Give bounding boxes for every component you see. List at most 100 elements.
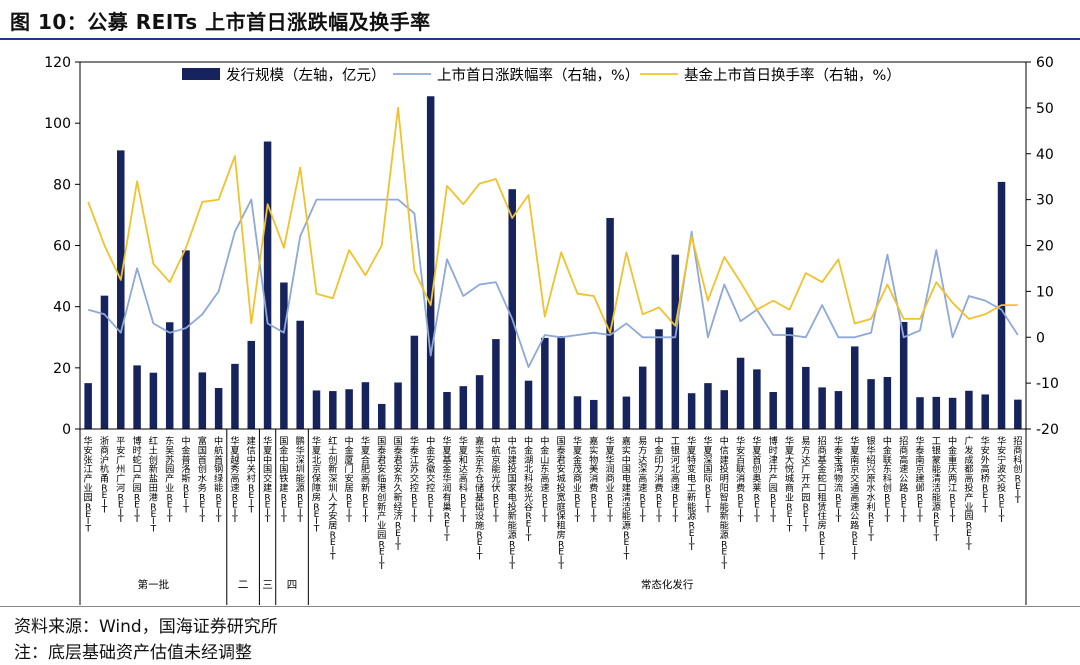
bar [704,383,712,429]
bar [1014,399,1022,429]
bar [377,403,386,429]
bar [834,391,843,429]
bar [867,379,875,429]
bar [655,329,663,429]
pct-change-line [87,198,1019,369]
category-label: 华泰江苏交控 R E I T [410,435,419,525]
bar [492,339,500,429]
bar-series [84,96,1022,430]
bar [165,322,174,429]
legend-label: 发行规模（左轴，亿元） [226,67,386,84]
right-axis-tick-label: 60 [1036,55,1054,71]
bar [671,254,680,429]
bar [361,382,370,429]
legend-swatch-bar [182,68,220,80]
bar [214,388,223,429]
bar [850,346,859,429]
left-axis-tick-label: 80 [53,177,71,193]
bar [100,295,109,429]
category-label: 国泰君安临港创新产业园 R E I T [377,436,386,572]
bar [296,320,304,429]
bar [916,397,924,429]
bar [149,372,158,429]
bar [541,337,549,429]
category-label: 华夏金茂商业 R E I T [573,435,582,525]
left-axis-tick-label: 20 [53,361,71,377]
category-label: 华夏中国交建 R E I T [263,435,272,525]
category-label: 博时蛇口产园 R E I T [132,435,141,525]
category-label: 富国首创水务 R E I T [198,435,207,525]
category-label: 华夏合肥高新 R E I T [361,435,370,525]
bar [802,366,810,429]
left-axis-tick-label: 120 [44,55,71,71]
chart: 0 20 40 60 80 100 120 -20 -10 0 10 20 30 40 50 60 华安张江产… [44,55,1059,605]
left-axis-tick-label: 100 [44,116,71,132]
category-label: 华安宁波交投 R E I T [997,435,1006,525]
category-label: 华泰宝湾物流 R E I T [834,435,843,525]
right-axis-tick-label: 0 [1036,330,1045,346]
bar [84,383,92,429]
bar [508,189,516,429]
bar [263,141,272,429]
bar [475,375,484,429]
bar [769,391,777,429]
category-label: 华泰南京建邺 R E I T [915,435,924,525]
category-label: 华安外高桥 R E I T [981,435,990,516]
category-label: 华夏大悦城商业 R E I T [785,435,794,534]
bar [524,380,533,429]
bar [590,399,598,429]
category-label: 中金印力消费 R E I T [654,435,663,525]
category-label: 国泰君安东久新经济 R E I T [393,436,402,553]
batch-label: 二 [238,579,249,591]
batch-label: 第一批 [138,578,170,591]
category-label: 中信建投国家电投新能源 R E I T [508,435,517,572]
category-label: 红土创新盐田港 R E I T [149,435,158,534]
bar [133,365,141,429]
right-axis-tick-label: 30 [1036,193,1054,209]
footnote: 注：底层基础资产估值未经调整 [14,643,252,663]
left-axis-tick-label: 40 [53,300,71,316]
legend-label: 上市首日涨跌幅率（右轴，%） [437,67,639,84]
bar [965,390,973,429]
bar [622,396,631,429]
right-axis-tick-label: 20 [1036,239,1054,255]
category-label: 嘉实京东仓储基础设施 R E I T [475,435,484,563]
bar [720,390,729,429]
turnover-line [87,107,1018,334]
bar [345,389,353,429]
category-label: 华安百联消费 R E I T [736,435,745,525]
category-label: 招商高速公路 R E I T [899,435,908,525]
category-label: 工银蒙能清洁能源 R E I T [932,436,941,544]
bar [736,357,745,429]
category-label: 华夏深国际 R E I T [703,435,712,516]
category-label: 中金普洛斯 R E I T [181,435,190,516]
category-label: 鹏华深圳能源 R E I T [296,435,305,525]
figure-title: 图 10：公募 REITs 上市首日涨跌幅及换手率 [10,10,431,34]
title-divider [0,38,1080,40]
right-axis-tick-label: 40 [1036,147,1054,163]
category-label: 国泰君安城投宽庭保租房 R E I T [557,436,566,572]
bar [818,387,826,429]
bar [459,386,468,429]
category-label: 红土创新深圳人才安居 R E I T [328,435,337,563]
bar [426,96,435,430]
bar [117,150,125,429]
category-label: 招商科创 R E I T [1013,435,1022,506]
category-label: 华夏特变电工新能源 R E I T [687,435,696,553]
category-label: 华夏越秀高速 R E I T [230,435,239,525]
bar [638,366,647,429]
bar [312,390,321,429]
category-label: 中金重庆两江 R E I T [948,435,957,525]
category-label: 中金安徽交控 R E I T [426,435,435,525]
right-axis-tick-label: -10 [1036,376,1059,392]
bar [948,397,957,429]
bar [329,391,337,429]
category-label: 中金联东科创 R E I T [883,435,892,525]
category-label: 国金中国铁建 R E I T [279,436,288,525]
category-label: 中金厦门安居 R E I T [345,435,354,525]
right-axis-tick-label: 10 [1036,284,1054,300]
bar [932,396,941,429]
category-label: 易方达深高速 R E I T [638,436,647,525]
category-label: 华安张江产业园 R E I T [84,435,93,534]
category-label: 中航首钢绿能 R E I T [214,435,223,525]
